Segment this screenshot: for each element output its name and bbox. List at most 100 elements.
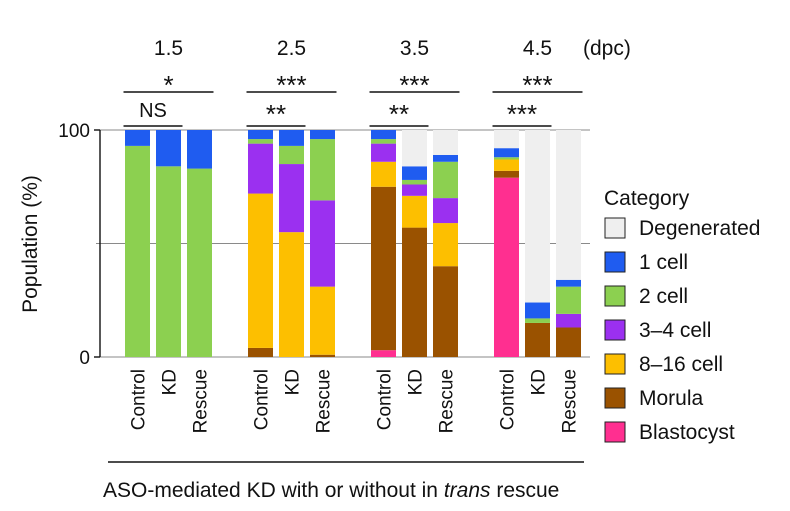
bar-3-5-rescue-3-4-cell [433,198,458,224]
bar-3-5-rescue-1-cell [433,154,458,162]
legend-label-8-16-cell: 8–16 cell [639,353,723,376]
bar-2-5-kd-8-16-cell [279,232,304,357]
bar-1-5-rescue-1-cell [187,130,212,169]
bar-2-5-rescue-morula [310,354,335,357]
bar-4-5-control-8-16-cell [494,159,519,171]
bar-4-5-kd-2-cell [525,318,550,323]
x-tick-label-3-5-rescue: Rescue [437,369,458,433]
sig-label-2-5-level-1: ** [266,99,286,129]
bar-3-5-rescue-8-16-cell [433,223,458,267]
x-tick-label-4-5-kd: KD [529,369,550,395]
bar-3-5-kd-8-16-cell [402,195,427,228]
bar-1-5-kd-2-cell [156,166,181,357]
legend-swatch-3-4-cell [604,319,626,341]
bar-2-5-kd-1-cell [279,130,304,146]
day-label-4-5: 4.5 [523,37,552,60]
significance-annotations: 1.5*NS2.5*****3.5*****4.5****** [123,37,583,129]
bar-3-5-rescue-morula [433,266,458,357]
legend-title: Category [604,187,690,210]
bar-3-5-control-1-cell [371,130,396,140]
bar-4-5-rescue-1-cell [556,279,581,287]
x-tick-label-2-5-kd: KD [283,369,304,395]
bar-3-5-control-morula [371,186,396,351]
sig-label-1-5-level-1: NS [139,100,167,122]
bar-3-5-control-blastocyst [371,350,396,357]
legend: Category Degenerated 1 cell 2 cell 3–4 cell 8… [604,187,760,444]
bar-4-5-rescue-morula [556,327,581,357]
legend-swatch-blastocyst [604,421,626,443]
x-tick-label-4-5-control: Control [498,369,519,430]
x-axis-label: ASO-mediated KD with or without in trans… [103,479,559,502]
y-tick-label-100: 100 [58,121,90,142]
legend-swatch-2-cell [604,285,626,307]
axes: 0 100 Control KD Rescue Control KD Rescue Contro… [58,121,580,433]
x-tick-label-2-5-rescue: Rescue [314,369,335,433]
bar-2-5-control-2-cell [248,139,273,144]
sig-label-3-5-level-1: ** [389,99,409,129]
bar-3-5-control-8-16-cell [371,161,396,187]
day-label-2-5: 2.5 [277,37,306,60]
sig-label-1-5-level-2: * [163,70,173,100]
bar-2-5-control-morula [248,347,273,357]
bar-3-5-rescue-degenerated [433,130,458,155]
bar-3-5-kd-1-cell [402,166,427,180]
x-tick-label-2-5-control: Control [252,369,273,430]
x-tick-label-1-5-control: Control [129,369,150,430]
legend-label-1-cell: 1 cell [639,251,688,274]
bar-4-5-kd-morula [525,322,550,357]
bar-1-5-control-2-cell [125,145,150,357]
bar-4-5-control-blastocyst [494,177,519,357]
x-axis-label-suffix: rescue [491,479,560,502]
legend-label-blastocyst: Blastocyst [639,421,735,444]
bar-2-5-kd-3-4-cell [279,164,304,233]
bar-4-5-control-1-cell [494,148,519,158]
bar-1-5-rescue-2-cell [187,168,212,357]
bar-4-5-control-2-cell [494,157,519,160]
bar-2-5-rescue-1-cell [310,130,335,140]
bar-2-5-rescue-2-cell [310,139,335,201]
x-tick-label-1-5-rescue: Rescue [191,369,212,433]
x-axis-label-prefix: ASO-mediated KD with or without in [103,479,444,502]
bar-3-5-rescue-2-cell [433,161,458,199]
bar-1-5-control-1-cell [125,130,150,146]
y-tick-label-0: 0 [79,348,90,369]
bar-2-5-control-3-4-cell [248,143,273,194]
bar-4-5-rescue-3-4-cell [556,313,581,328]
bar-2-5-kd-2-cell [279,145,304,165]
bar-3-5-kd-degenerated [402,130,427,167]
bar-1-5-kd-1-cell [156,130,181,167]
day-label-1-5: 1.5 [154,37,183,60]
bar-2-5-control-8-16-cell [248,193,273,348]
legend-swatch-degenerated [604,217,626,239]
bar-3-5-kd-3-4-cell [402,184,427,196]
bar-4-5-kd-1-cell [525,302,550,319]
bars [125,130,581,357]
legend-swatch-morula [604,387,626,409]
legend-label-3-4-cell: 3–4 cell [639,319,711,342]
x-tick-label-3-5-kd: KD [406,369,427,395]
legend-label-degenerated: Degenerated [639,217,760,240]
legend-label-morula: Morula [639,387,704,410]
sig-label-3-5-level-2: *** [399,70,429,100]
legend-swatch-8-16-cell [604,353,626,375]
bar-3-5-control-3-4-cell [371,143,396,162]
bar-3-5-control-2-cell [371,139,396,144]
bar-4-5-kd-degenerated [525,130,550,303]
x-tick-label-1-5-kd: KD [160,369,181,395]
x-tick-label-4-5-rescue: Rescue [560,369,581,433]
bar-2-5-rescue-3-4-cell [310,200,335,287]
bar-3-5-kd-morula [402,227,427,357]
bar-3-5-kd-2-cell [402,179,427,185]
legend-label-2-cell: 2 cell [639,285,688,308]
bar-4-5-rescue-degenerated [556,130,581,280]
sig-label-4-5-level-2: *** [522,70,552,100]
bar-4-5-control-morula [494,170,519,178]
legend-swatch-1-cell [604,251,626,273]
bar-4-5-control-degenerated [494,130,519,149]
day-label-3-5: 3.5 [400,37,429,60]
sig-label-4-5-level-1: *** [507,99,537,129]
bar-4-5-rescue-2-cell [556,286,581,314]
bar-2-5-control-1-cell [248,130,273,140]
y-axis-label: Population (%) [19,175,42,313]
